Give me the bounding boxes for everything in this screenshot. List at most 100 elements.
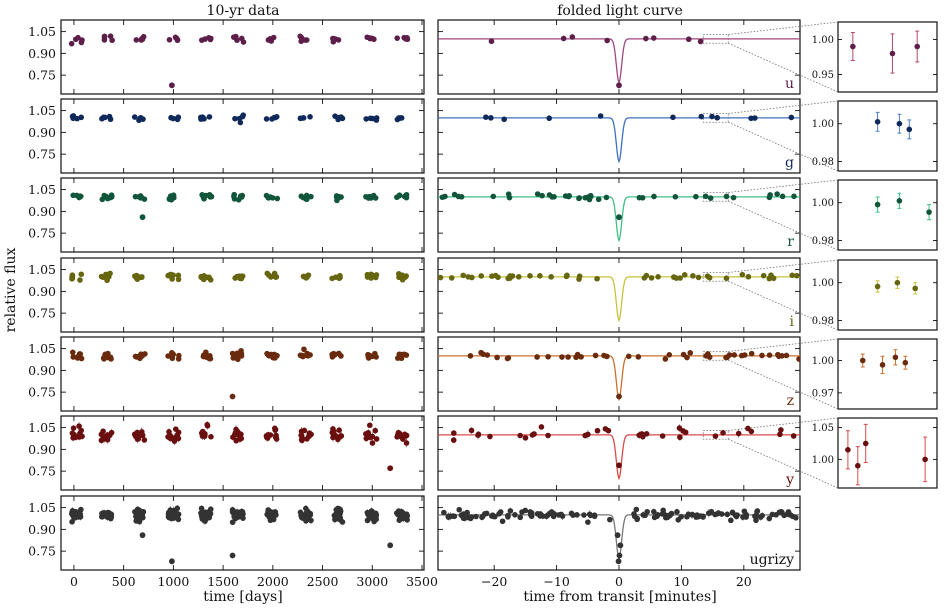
data-point (695, 274, 702, 281)
data-point (639, 195, 646, 201)
outlier-point (168, 558, 175, 565)
outlier-point (229, 393, 236, 400)
data-point (107, 354, 114, 361)
data-point (238, 350, 245, 357)
data-point (651, 508, 657, 515)
zoom-data-point (894, 279, 901, 286)
data-point (78, 427, 85, 434)
left-points-y (69, 420, 410, 472)
data-point (76, 193, 82, 200)
data-point (174, 115, 181, 122)
data-point (141, 437, 148, 443)
data-point (487, 433, 493, 440)
data-point (651, 193, 657, 200)
data-point (489, 273, 495, 279)
data-point (681, 272, 688, 278)
data-point (641, 275, 648, 281)
data-point (585, 519, 591, 525)
x-tick-label: 2500 (307, 574, 339, 589)
zoom-y-tick-label: 1.00 (812, 119, 834, 130)
data-point (548, 509, 555, 515)
data-point (172, 34, 179, 41)
data-point (731, 352, 738, 358)
data-point (643, 35, 649, 42)
data-point (565, 354, 571, 360)
data-point (546, 192, 553, 198)
x-tick-label: 0 (70, 574, 78, 589)
middle-x-axis-label: time from transit [minutes] (523, 589, 716, 605)
data-point (706, 274, 713, 281)
data-point (169, 276, 175, 282)
data-point (270, 34, 277, 41)
data-point (237, 119, 244, 126)
data-point (659, 433, 666, 439)
data-point (300, 515, 307, 521)
data-point (670, 114, 676, 121)
data-point (74, 354, 81, 360)
data-point (70, 354, 77, 360)
in-transit-point (616, 462, 622, 469)
panel-frames (60, 19, 938, 571)
data-point (79, 433, 85, 440)
data-point (534, 354, 540, 360)
data-point (77, 277, 83, 283)
transit-model-curve (438, 196, 800, 243)
data-point (703, 353, 710, 359)
data-point (337, 515, 344, 522)
left-points-ugrizy (69, 504, 411, 565)
data-point (265, 195, 272, 201)
data-point (768, 272, 774, 279)
left-points-r (70, 191, 410, 221)
band-label-ugrizy: ugrizy (750, 552, 795, 568)
data-point (672, 193, 679, 200)
data-point (306, 430, 313, 436)
data-point (371, 518, 377, 525)
left-points-z (69, 346, 410, 400)
data-point (478, 273, 485, 279)
data-point (625, 353, 632, 360)
data-point (545, 512, 551, 518)
y-tick-label: 1.05 (28, 420, 56, 435)
data-point (766, 194, 773, 201)
data-point (592, 352, 599, 359)
data-point (175, 435, 182, 442)
data-point (332, 36, 339, 42)
data-point (492, 513, 498, 520)
zoom-connector (728, 359, 839, 410)
data-point (766, 515, 773, 522)
data-point (135, 436, 142, 442)
data-point (460, 272, 467, 279)
data-point (441, 509, 447, 516)
data-point (198, 273, 204, 280)
data-point (330, 426, 336, 432)
data-point (71, 515, 77, 521)
data-point (450, 437, 457, 443)
left-panel-frame-ugrizy (60, 495, 425, 571)
zoom-panel-frame-u (837, 21, 938, 93)
data-point (70, 192, 76, 199)
zoom-data-point (859, 357, 866, 364)
data-point (366, 422, 373, 429)
data-point (635, 354, 642, 360)
data-point (265, 507, 272, 513)
data-point (133, 37, 140, 43)
data-point (585, 431, 591, 438)
data-point (175, 272, 182, 279)
data-point (167, 432, 173, 439)
data-point (363, 431, 369, 437)
data-point (138, 274, 145, 281)
data-point (330, 433, 337, 440)
data-point (68, 40, 75, 47)
data-point (684, 354, 690, 361)
data-point (560, 35, 567, 42)
data-point (550, 513, 557, 520)
zoom-data-point (879, 362, 886, 368)
data-point (307, 114, 313, 120)
data-point (298, 432, 304, 439)
y-tick-label: 0.90 (28, 46, 56, 61)
data-point (231, 191, 238, 198)
data-point (488, 115, 494, 121)
data-point (778, 427, 784, 433)
zoom-connector (728, 259, 839, 273)
zoom-data-point (912, 285, 919, 292)
